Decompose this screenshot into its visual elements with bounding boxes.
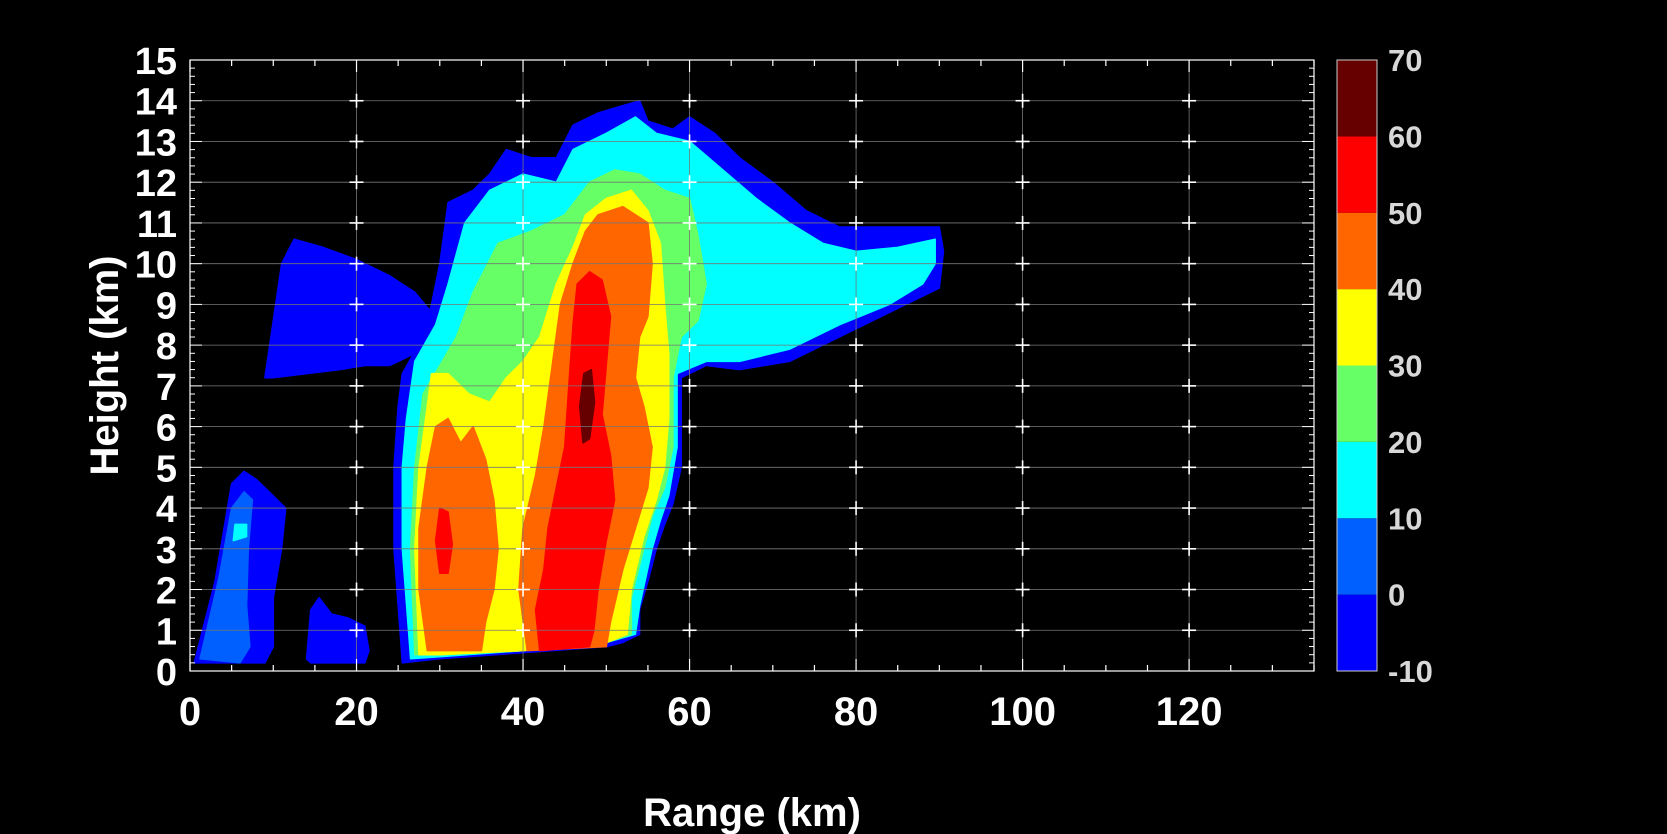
y-tick-label: 8 (156, 326, 177, 368)
x-axis-title: Range (km) (643, 791, 861, 834)
colorbar-tick-label: 10 (1388, 501, 1422, 536)
colorbar-tick-label: 40 (1388, 272, 1422, 307)
colorbar-tick-label: 0 (1388, 578, 1405, 613)
colorbar-tick-label: 20 (1388, 425, 1422, 460)
y-tick-label: 7 (156, 367, 177, 409)
y-tick-label: 2 (156, 571, 177, 613)
x-tick-label: 100 (989, 690, 1056, 734)
echo-storm-max-core (578, 368, 596, 444)
y-tick-label: 3 (156, 530, 177, 572)
axis-ticks (189, 59, 1315, 672)
colorbar-bin-1 (1337, 518, 1377, 595)
y-tick-label: 10 (135, 245, 177, 287)
y-tick-label: 13 (135, 122, 177, 164)
echo-storm-red-west (434, 507, 454, 574)
colorbar: -10 0 10 20 30 40 50 60 70 (1336, 43, 1433, 689)
x-tick-label: 0 (179, 690, 201, 734)
colorbar-tick-label: 30 (1388, 349, 1422, 384)
x-tick-label: 120 (1156, 690, 1223, 734)
grid (190, 60, 1314, 671)
colorbar-bin-7 (1337, 60, 1377, 137)
y-tick-label: 5 (156, 448, 177, 490)
reflectivity-field (193, 99, 945, 664)
y-tick-label: 6 (156, 408, 177, 450)
y-tick-label: 4 (156, 489, 177, 531)
x-tick-label: 40 (501, 690, 546, 734)
colorbar-tick-label: 50 (1388, 196, 1422, 231)
y-tick-label: 15 (135, 41, 177, 83)
x-tick-label: 20 (334, 690, 379, 734)
y-tick-label: 12 (135, 163, 177, 205)
y-axis-title: Height (km) (83, 256, 127, 476)
echo-storm-red-core (534, 271, 616, 652)
colorbar-bin-4 (1337, 289, 1377, 366)
y-tick-label: 11 (137, 204, 177, 246)
y-tick-label: 0 (156, 652, 177, 694)
x-tick-label: 80 (834, 690, 879, 734)
colorbar-bin-6 (1337, 136, 1377, 213)
colorbar-tick-label: 60 (1388, 119, 1422, 154)
y-tick-label: 1 (156, 611, 177, 653)
y-tick-label: 9 (156, 285, 177, 327)
colorbar-tick-label: 70 (1388, 43, 1422, 78)
colorbar-tick-label: -10 (1388, 654, 1433, 689)
colorbar-bin-5 (1337, 212, 1377, 290)
plot-frame (189, 59, 1315, 672)
colorbar-bin-0 (1337, 594, 1377, 671)
colorbar-bin-3 (1337, 365, 1377, 442)
echo-near-cell-spot (232, 523, 248, 542)
x-tick-label: 60 (667, 690, 712, 734)
colorbar-bin-2 (1337, 441, 1377, 519)
colorbar-frame (1336, 59, 1378, 672)
y-tick-label: 14 (135, 82, 177, 124)
